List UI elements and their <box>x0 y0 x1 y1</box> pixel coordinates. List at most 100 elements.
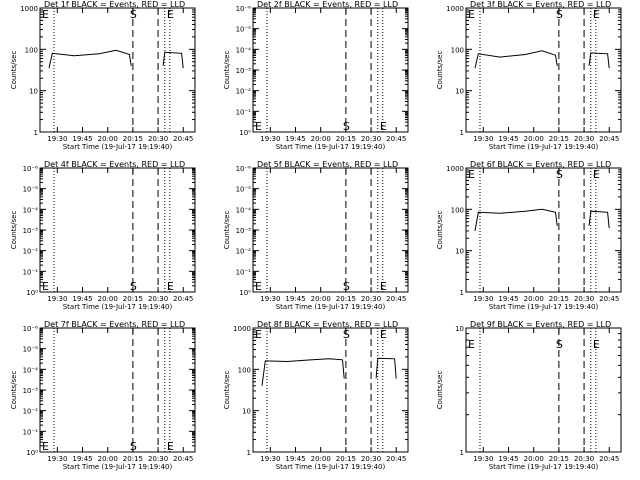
x-axis-label: Start Time (19-Jul-17 19:19:40) <box>276 303 386 311</box>
y-tick-label: 1 <box>247 449 251 457</box>
x-tick-label: 19:45 <box>285 135 305 143</box>
time-marker-label: E <box>255 328 262 341</box>
x-tick-label: 20:15 <box>123 455 143 463</box>
time-marker-label: S <box>343 328 350 341</box>
time-marker-label: S <box>130 440 137 453</box>
plot-panel: Det 3f BLACK = Events, RED = LLD 1 10 100 10… <box>436 0 622 151</box>
y-tick-label: 10⁻⁵ <box>23 346 39 354</box>
plot-title: Det 7f BLACK = Events, RED = LLD <box>44 320 185 329</box>
y-tick-label: 10⁰ <box>26 289 38 297</box>
x-tick-label: 19:30 <box>260 295 280 303</box>
count-rate-line <box>375 357 397 379</box>
x-tick-label: 20:15 <box>336 295 356 303</box>
time-marker-label: E <box>468 8 475 21</box>
y-tick-label: 1 <box>34 129 38 137</box>
y-tick-label: 10⁻³ <box>23 227 39 235</box>
time-marker-label: S <box>343 120 350 133</box>
x-tick-label: 20:15 <box>549 295 569 303</box>
x-tick-label: 20:30 <box>574 455 594 463</box>
x-tick-label: 20:45 <box>599 455 619 463</box>
plot-frame <box>39 327 196 453</box>
time-marker-label: E <box>593 168 600 181</box>
plot-title: Det 2f BLACK = Events, RED = LLD <box>257 0 398 9</box>
x-axis-label: Start Time (19-Jul-17 19:19:40) <box>276 143 386 151</box>
y-tick-label: 10⁻¹ <box>236 268 252 276</box>
plot-frame <box>39 7 196 133</box>
x-tick-label: 19:30 <box>47 295 67 303</box>
x-axis-label: Start Time (19-Jul-17 19:19:40) <box>489 463 599 471</box>
time-marker-label: E <box>593 8 600 21</box>
y-tick-label: 1000 <box>446 5 464 13</box>
y-tick-label: 1000 <box>20 5 38 13</box>
time-marker-label: E <box>167 280 174 293</box>
x-tick-label: 20:30 <box>148 135 168 143</box>
y-tick-label: 10 <box>455 325 464 333</box>
y-tick-label: 10⁻⁴ <box>23 366 39 374</box>
x-tick-label: 19:45 <box>72 455 92 463</box>
x-tick-label: 20:15 <box>123 135 143 143</box>
y-tick-label: 100 <box>451 206 464 214</box>
y-tick-label: 10⁻⁶ <box>23 325 39 333</box>
time-marker-label: E <box>380 280 387 293</box>
x-tick-label: 20:00 <box>311 295 331 303</box>
x-tick-label: 20:00 <box>524 135 544 143</box>
y-tick-label: 10⁻⁶ <box>236 5 252 13</box>
time-marker-label: E <box>167 8 174 21</box>
y-axis-label: Counts/sec <box>436 211 444 250</box>
y-tick-label: 10⁻¹ <box>23 428 39 436</box>
y-tick-label: 10⁰ <box>26 449 38 457</box>
plot-frame <box>252 327 409 453</box>
y-axis-label: Counts/sec <box>436 51 444 90</box>
plot-panel: Det 5f BLACK = Events, RED = LLD 10⁰ 10⁻¹ 1… <box>223 160 409 311</box>
count-rate-line <box>162 51 184 69</box>
x-tick-label: 20:45 <box>599 295 619 303</box>
x-tick-label: 19:30 <box>473 135 493 143</box>
y-axis-label: Counts/sec <box>223 51 231 90</box>
time-marker-label: E <box>42 8 49 21</box>
plot-title: Det 1f BLACK = Events, RED = LLD <box>44 0 185 9</box>
x-tick-label: 20:00 <box>98 295 118 303</box>
x-axis-label: Start Time (19-Jul-17 19:19:40) <box>489 303 599 311</box>
x-tick-label: 20:45 <box>173 135 193 143</box>
x-tick-label: 20:00 <box>524 455 544 463</box>
time-marker-label: S <box>130 280 137 293</box>
x-tick-label: 20:45 <box>386 295 406 303</box>
y-tick-label: 10⁻² <box>236 88 252 96</box>
y-tick-label: 1000 <box>446 165 464 173</box>
y-tick-label: 10 <box>29 88 38 96</box>
time-marker-label: E <box>468 338 475 351</box>
y-tick-label: 100 <box>451 46 464 54</box>
x-tick-label: 19:30 <box>260 455 280 463</box>
y-tick-label: 1000 <box>233 325 251 333</box>
time-marker-label: E <box>167 440 174 453</box>
y-axis-label: Counts/sec <box>10 51 18 90</box>
y-axis-label: Counts/sec <box>10 211 18 250</box>
x-tick-label: 20:30 <box>574 295 594 303</box>
x-tick-label: 20:15 <box>123 295 143 303</box>
y-tick-label: 10⁻⁴ <box>236 206 252 214</box>
y-tick-label: 10⁻⁴ <box>236 46 252 54</box>
x-axis-label: Start Time (19-Jul-17 19:19:40) <box>63 303 173 311</box>
x-tick-label: 19:45 <box>72 135 92 143</box>
time-marker-label: E <box>255 120 262 133</box>
count-rate-line <box>474 50 558 69</box>
plot-panel: Det 1f BLACK = Events, RED = LLD 1 10 100 10… <box>10 0 196 151</box>
y-tick-label: 10 <box>242 408 251 416</box>
plot-panel: Det 8f BLACK = Events, RED = LLD 1 10 100 10… <box>223 320 409 471</box>
y-tick-label: 1 <box>460 449 464 457</box>
x-tick-label: 20:15 <box>336 135 356 143</box>
x-tick-label: 20:30 <box>361 135 381 143</box>
y-tick-label: 10⁻³ <box>236 227 252 235</box>
x-tick-label: 20:45 <box>599 135 619 143</box>
x-tick-label: 20:00 <box>311 455 331 463</box>
x-axis-label: Start Time (19-Jul-17 19:19:40) <box>489 143 599 151</box>
time-marker-label: E <box>255 280 262 293</box>
x-tick-label: 19:45 <box>498 295 518 303</box>
count-rate-line <box>588 52 610 69</box>
y-tick-label: 10⁻¹ <box>236 108 252 116</box>
x-axis-label: Start Time (19-Jul-17 19:19:40) <box>276 463 386 471</box>
y-tick-label: 10⁰ <box>239 129 251 137</box>
time-marker-label: E <box>42 280 49 293</box>
x-tick-label: 20:00 <box>98 455 118 463</box>
